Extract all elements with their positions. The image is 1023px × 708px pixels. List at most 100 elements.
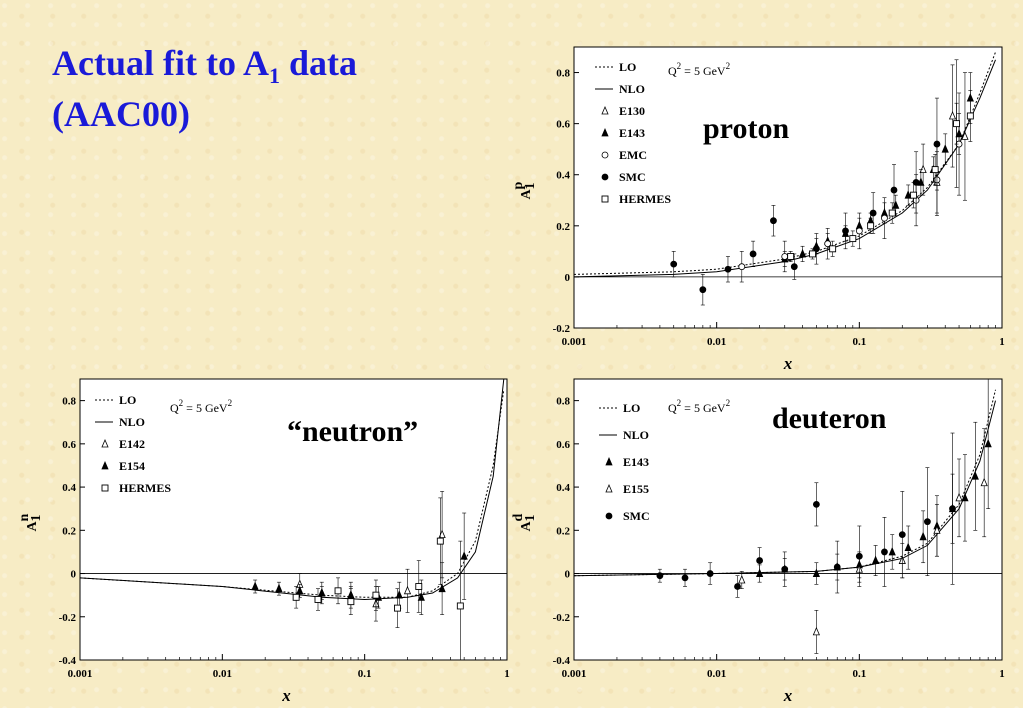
y-axis-label-sup: n (17, 514, 32, 522)
data-point (318, 587, 326, 597)
data-point (966, 112, 974, 120)
curve-nlo (80, 379, 505, 601)
data-point (460, 551, 468, 560)
data-point (904, 542, 912, 551)
y-tick-label: 0.6 (62, 439, 76, 451)
data-point (867, 222, 875, 230)
data-point (931, 166, 939, 174)
x-tick-label: 0.01 (213, 668, 232, 680)
data-point (933, 525, 941, 534)
y-tick-label: -0.4 (553, 655, 571, 667)
data-point (842, 227, 849, 235)
legend: LO NLO E130 E143 EMC SMC HERMES (595, 60, 671, 206)
legend-label: SMC (619, 170, 646, 184)
data-point (910, 191, 918, 199)
y-tick-label: 0.4 (556, 482, 570, 494)
q2-annotation: Q2 = 5 GeV2 (170, 398, 232, 415)
series-hermes (787, 90, 974, 262)
x-tick-label: 1 (504, 668, 510, 680)
legend-marker (605, 456, 613, 466)
legend-label: NLO (119, 415, 145, 429)
data-point (890, 186, 898, 194)
series-hermes (292, 497, 464, 660)
x-tick-label: 0.1 (852, 336, 866, 348)
data-point (961, 131, 969, 140)
slide-title: Actual fit to A1 data (AAC00) (52, 44, 357, 133)
data-point (787, 253, 795, 260)
data-point (971, 471, 979, 480)
data-point (681, 574, 689, 582)
y-tick-label: 0.8 (62, 396, 76, 408)
legend-label: E143 (623, 455, 649, 469)
legend-marker (601, 127, 609, 137)
data-point (869, 209, 877, 217)
data-point (898, 531, 906, 539)
data-point (919, 531, 927, 541)
x-tick-label: 0.001 (562, 336, 587, 348)
y-tick-label: 0 (565, 272, 571, 284)
data-point (955, 492, 963, 502)
x-tick-label: 0.01 (707, 336, 726, 348)
y-tick-label: 0.2 (62, 525, 76, 537)
legend-label: E143 (619, 126, 645, 140)
panel-label: deuteron (772, 402, 887, 435)
y-tick-label: -0.2 (553, 612, 571, 624)
legend-label: LO (623, 401, 640, 415)
legend-marker (605, 512, 613, 520)
y-axis-label-sup: d (511, 514, 526, 522)
data-point (809, 250, 817, 258)
plot-content (80, 379, 505, 660)
data-point (790, 263, 798, 271)
plot-content (574, 379, 996, 654)
data-point (812, 626, 820, 636)
legend-marker (101, 438, 109, 448)
data-point (456, 602, 464, 610)
y-axis-label: A1n (17, 514, 44, 532)
data-point (724, 265, 732, 273)
data-point (781, 253, 789, 260)
data-point (984, 438, 992, 448)
legend-label: NLO (619, 82, 645, 96)
x-axis-label: x (281, 686, 291, 705)
data-point (888, 546, 896, 556)
data-point (749, 250, 757, 258)
data-point (829, 245, 837, 253)
y-axis-label-sub: 1 (523, 183, 538, 190)
y-axis-label-main: A (519, 189, 534, 200)
y-tick-label: 0 (565, 569, 571, 581)
x-tick-label: 0.1 (852, 668, 866, 680)
data-point (251, 581, 259, 590)
y-tick-label: 0.2 (556, 221, 570, 233)
data-point (812, 568, 820, 577)
data-point (961, 492, 969, 502)
data-point (855, 227, 863, 235)
legend-marker (101, 460, 109, 470)
data-point (770, 217, 777, 225)
legend-label: NLO (623, 428, 649, 442)
legend: LO NLO E143 E155 SMC (599, 401, 650, 523)
curve-lo (80, 389, 505, 598)
data-point (798, 248, 807, 258)
x-axis-label: x (783, 686, 793, 705)
legend-label: E130 (619, 104, 645, 118)
legend-marker (601, 195, 609, 203)
legend-marker (101, 484, 109, 492)
data-point (781, 565, 789, 573)
y-tick-label: 0.8 (556, 396, 570, 408)
y-axis-label-sub: 1 (29, 515, 44, 522)
x-tick-label: 0.001 (562, 668, 587, 680)
data-point (296, 585, 304, 595)
data-point (334, 587, 342, 595)
data-point (980, 477, 988, 487)
data-point (706, 570, 714, 577)
chart-neutron: -0.4-0.200.20.40.60.80.001 0.01 0.1 1xA1nLO… (17, 378, 510, 705)
plot-content (574, 51, 996, 306)
data-point (933, 140, 941, 148)
q2-annotation: Q2 = 5 GeV2 (668, 61, 730, 78)
y-tick-label: -0.2 (553, 323, 571, 335)
legend-marker (601, 105, 609, 115)
data-point (904, 190, 912, 199)
data-point (436, 537, 444, 545)
data-point (948, 110, 957, 120)
y-tick-label: 0.4 (62, 482, 76, 494)
